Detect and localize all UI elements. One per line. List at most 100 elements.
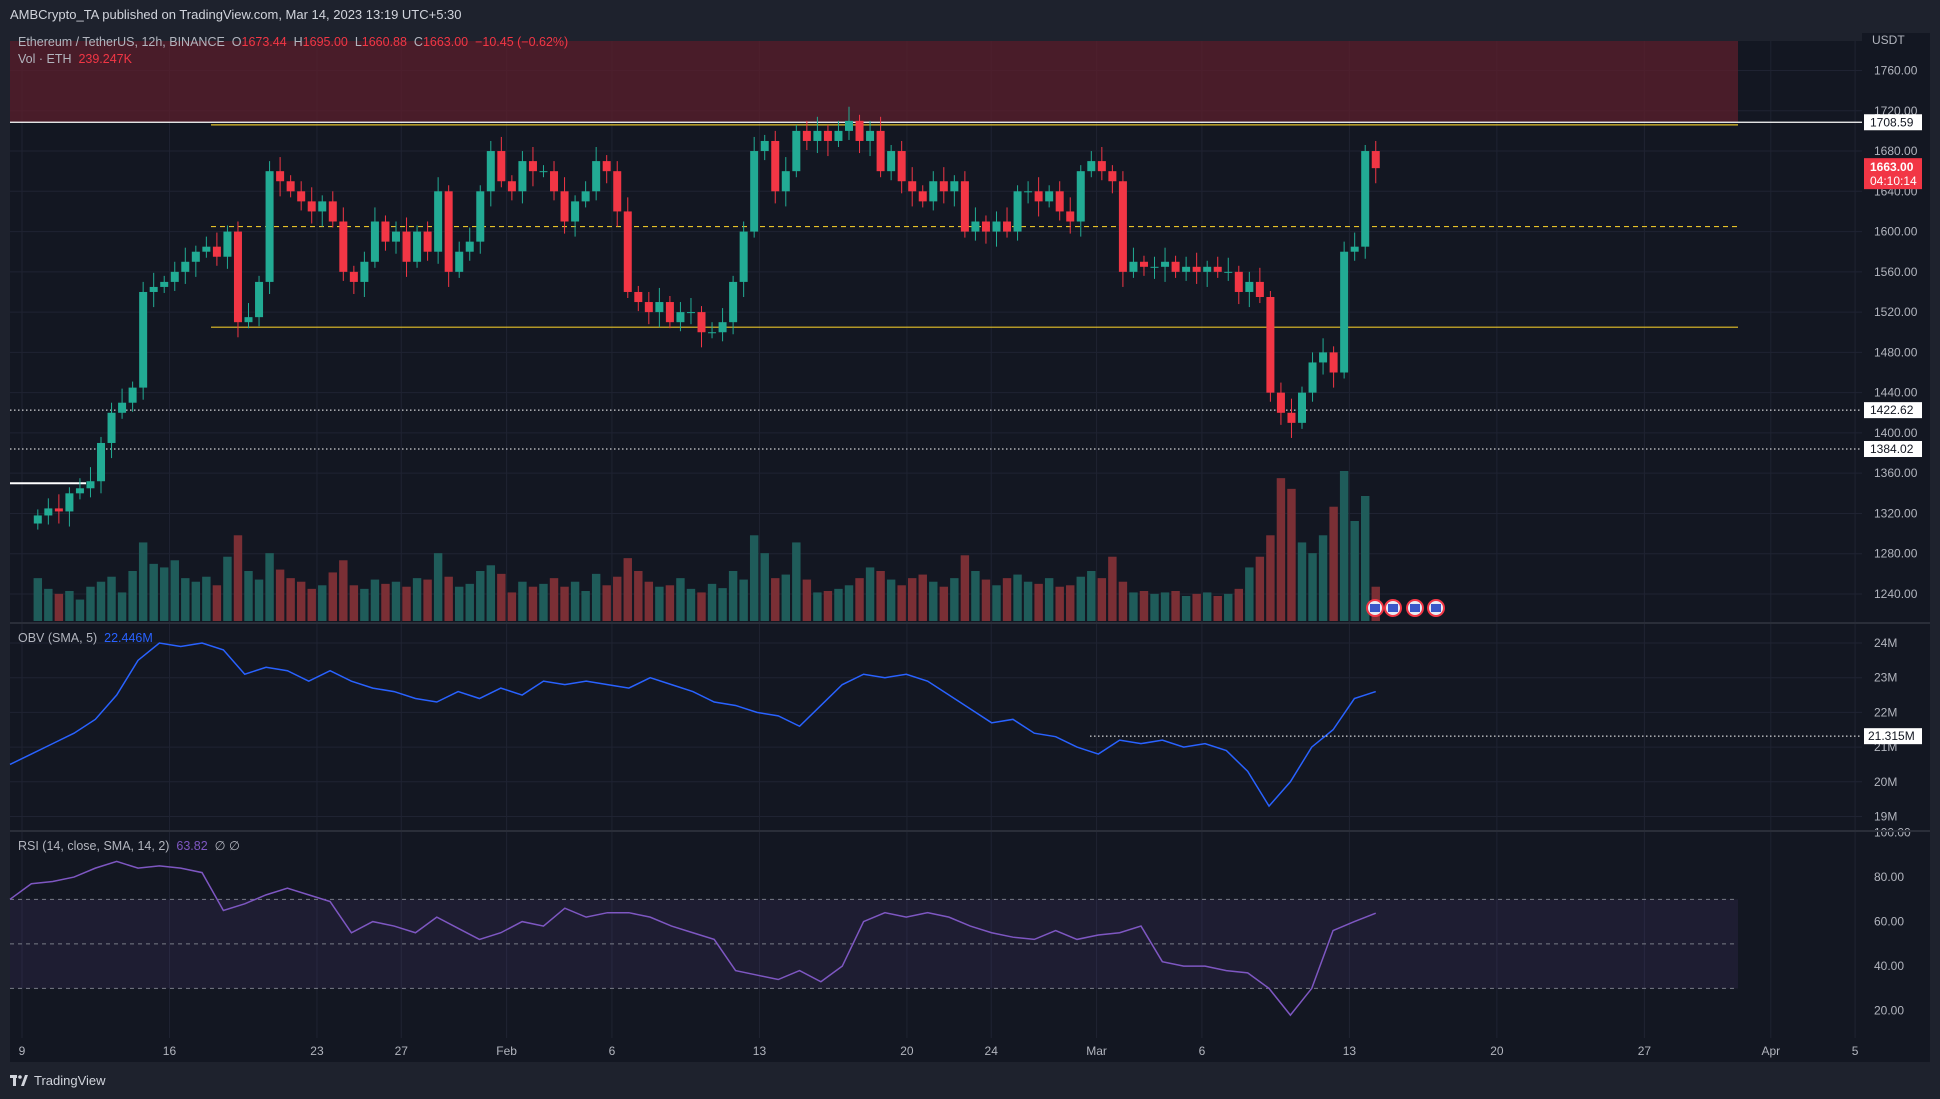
candle-body [592,161,601,192]
time-axis-label: 5 [1852,1044,1859,1058]
candle-body [118,402,127,413]
volume-bar [718,588,727,621]
volume-bar [1297,542,1307,621]
volume-bar [613,576,622,621]
candle-body [1276,392,1285,413]
candle-body [1192,266,1201,272]
volume-bar [1150,593,1159,621]
obv-axis-label: 22M [1874,705,1897,719]
volume-bar [813,592,822,621]
candle-body [950,181,959,192]
candle-body [434,191,443,252]
volume-bar [950,578,959,621]
candle-body [981,221,990,232]
price-axis-label: 1480.00 [1874,345,1918,359]
candle-body [665,302,674,323]
volume-bar [1255,556,1265,621]
price-axis-label: 1600.00 [1874,225,1918,239]
price-label: 1384.02 [1870,442,1914,456]
volume-bar [539,583,548,621]
volume-bar [971,571,980,621]
volume-bar [823,591,833,621]
price-axis-label: 1240.00 [1874,587,1918,601]
candle-body [1350,246,1359,252]
volume-bar [1213,596,1222,621]
candle-body [739,231,748,282]
candle-body [1108,171,1117,182]
price-axis-label: 1280.00 [1874,547,1918,561]
volume-bar [181,578,190,621]
candle-body [528,161,537,172]
price-axis-pane[interactable] [1862,33,1930,1038]
candle-body [1003,221,1012,232]
symbol-title[interactable]: Ethereum / TetherUS, 12h, BINANCE [18,35,225,49]
volume-bar [402,586,411,621]
candle-body [1266,297,1275,393]
volume-legend: Vol · ETH 239.247K [18,52,132,66]
rsi-axis-label: 80.00 [1874,870,1904,884]
volume-bar [307,588,316,621]
volume-bar [844,585,854,621]
volume-bar [507,592,517,621]
time-axis-label: 6 [609,1044,616,1058]
volume-bar [349,585,359,621]
candle-body [44,508,53,516]
volume-bar [1139,591,1149,621]
rsi-value: 63.82 [176,839,208,853]
volume-bar [581,591,590,621]
candle-body [1118,181,1127,272]
time-axis-pane[interactable] [10,1038,1930,1062]
volume-bar [1002,578,1012,621]
candle-body [223,231,232,257]
volume-bar [233,535,243,621]
price-axis-unit: USDT [1872,33,1905,47]
candle-body [381,221,390,242]
volume-bar [771,578,780,621]
candle-body [307,201,316,212]
volume-bar [54,593,64,621]
candle-body [75,488,84,494]
volume-label[interactable]: Vol · ETH [18,52,72,66]
volume-bar [686,588,696,621]
candle-body [1213,266,1222,272]
volume-bar [286,578,295,621]
candle-body [97,442,106,482]
price-label-box [1864,402,1922,419]
price-axis-label: 1760.00 [1874,64,1918,78]
volume-bar [644,581,654,621]
resistance-zone [10,41,1738,123]
volume-bar [1076,576,1085,621]
obv-level-label: 21.315M [1868,729,1915,743]
obv-label[interactable]: OBV (SMA, 5) [18,631,98,645]
volume-bar [1350,521,1359,621]
high-label: H [293,35,303,49]
candle-body [128,387,137,403]
volume-bar [1266,535,1275,621]
volume-bar [138,542,148,621]
volume-bar [160,567,169,621]
tradingview-logo[interactable]: TradingView [10,1073,106,1088]
volume-bar [486,565,496,621]
volume-bar [454,586,464,621]
candle-body [1024,191,1033,193]
rsi-extra: ∅ ∅ [214,839,240,853]
volume-bar [296,581,306,621]
volume-bar [549,578,559,621]
volume-bar [855,578,864,621]
candle-body [866,130,875,141]
rsi-label[interactable]: RSI (14, close, SMA, 14, 2) [18,839,170,853]
time-axis-label: 9 [19,1044,26,1058]
candle-body [149,286,158,292]
volume-bar [665,585,675,621]
obv-axis-label: 20M [1874,775,1897,789]
obv-pane [10,624,1862,830]
candle-body [539,171,548,173]
volume-bar [1066,585,1075,621]
volume-bar [1108,556,1117,621]
volume-bar [1202,592,1212,621]
volume-bar [265,553,274,621]
volume-bar [1318,535,1328,621]
volume-bar [1276,478,1286,621]
candle-body [1013,191,1022,232]
